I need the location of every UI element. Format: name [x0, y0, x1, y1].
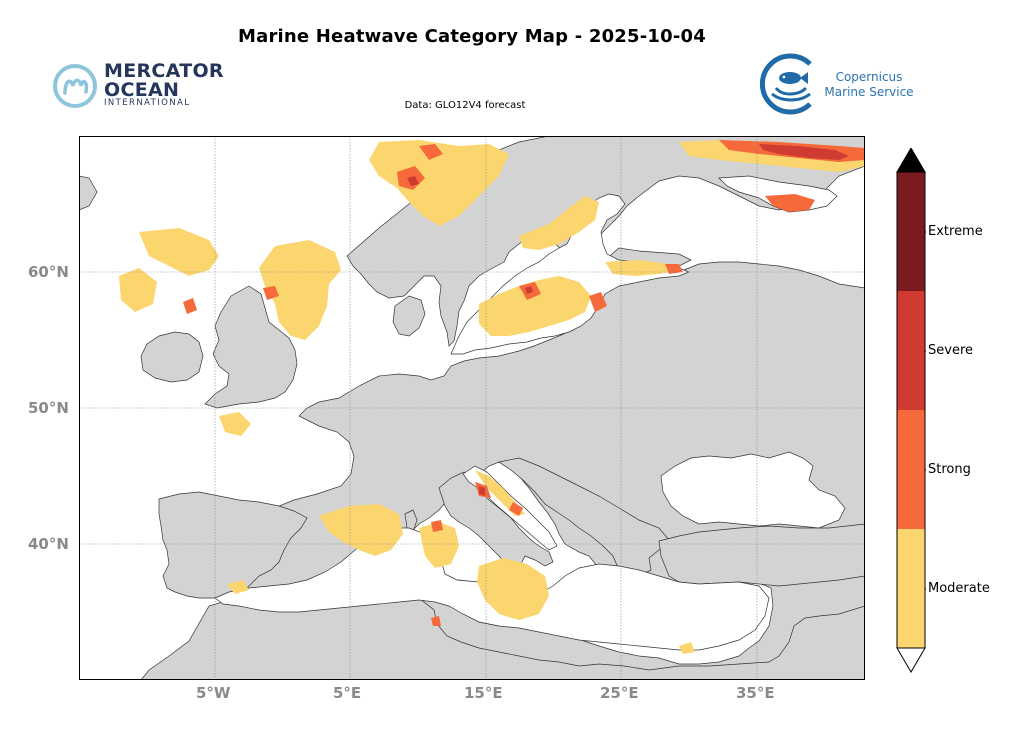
map-canvas	[78, 135, 866, 681]
mhw-moderate-ionian	[477, 558, 549, 620]
lon-tick-15e: 15°E	[464, 684, 503, 702]
mercator-wordmark: MERCATOR OCEAN	[104, 60, 224, 101]
lat-tick-40n: 40°N	[28, 535, 69, 553]
black-sea	[660, 451, 846, 529]
mhw-strong-north-sea	[263, 286, 279, 300]
mhw-moderate-norwegian-sea	[369, 140, 509, 226]
colorbar-label-moderate: Moderate	[928, 581, 990, 596]
mhw-strong-baltic-2	[589, 292, 607, 312]
mhw-strong-tyrrhenian	[431, 520, 443, 532]
mhw-moderate-bothnia	[519, 196, 599, 250]
mhw-moderate-tyrrhenian	[419, 522, 459, 568]
lat-tick-60n: 60°N	[28, 263, 69, 281]
mhw-strong-scotland	[183, 298, 197, 314]
mhw-strong-white-sea	[765, 194, 815, 212]
mercator-ocean-logo: MERCATOR OCEAN INTERNATIONAL	[52, 60, 224, 112]
mhw-moderate-west-med	[319, 504, 403, 556]
mhw-strong-gulf-finland	[665, 264, 683, 274]
data-source-caption: Data: GLO12V4 forecast	[404, 100, 526, 111]
copernicus-fish-icon	[759, 53, 812, 115]
map-frame	[79, 136, 865, 680]
colorbar	[896, 147, 928, 674]
lon-tick-5w: 5°W	[196, 684, 231, 702]
heatwave-map[interactable]	[78, 135, 866, 681]
colorbar-severe	[897, 291, 925, 410]
mhw-moderate-ireland-west	[119, 268, 157, 312]
mhw-strong-norwegian-2	[419, 144, 443, 160]
mhw-moderate-biscay	[219, 412, 251, 436]
colorbar-extreme	[897, 172, 925, 291]
mhw-strong-sicily-channel	[431, 616, 441, 626]
colorbar-moderate	[897, 529, 925, 648]
mhw-moderate-north-sea	[259, 240, 341, 340]
copernicus-marine-logo: Copernicus Marine Service	[758, 52, 928, 116]
colorbar-strong	[897, 410, 925, 529]
land-iberia	[158, 491, 308, 599]
colorbar-label-extreme: Extreme	[928, 224, 983, 239]
gridlines	[79, 136, 865, 680]
colorbar-label-strong: Strong	[928, 462, 971, 477]
land-corsica	[404, 509, 418, 533]
lat-tick-50n: 50°N	[28, 399, 69, 417]
mercator-sub-wordmark: INTERNATIONAL	[104, 98, 191, 108]
colorbar-extend-max	[896, 147, 926, 173]
colorbar-extend-min	[896, 647, 926, 673]
mhw-severe-barents	[759, 144, 849, 160]
map-title: Marine Heatwave Category Map - 2025-10-0…	[238, 26, 706, 47]
mhw-moderate-baltic	[479, 276, 591, 336]
mhw-moderate-alboran	[227, 580, 249, 594]
mhw-severe-norwegian	[407, 176, 419, 186]
mercator-logo-icon	[53, 64, 97, 108]
heatwave-moderate-areas	[119, 140, 865, 654]
colorbar-label-severe: Severe	[928, 343, 973, 358]
mhw-severe-adriatic	[479, 486, 485, 496]
mhw-strong-adriatic-2	[509, 502, 523, 516]
land-great-britain	[204, 285, 298, 409]
land-ireland	[140, 331, 204, 383]
lon-tick-25e: 25°E	[600, 684, 639, 702]
mhw-moderate-svalbard-coast	[679, 140, 865, 172]
lon-tick-35e: 35°E	[736, 684, 775, 702]
heatwave-severe-areas	[407, 144, 849, 496]
mhw-severe-baltic	[525, 286, 533, 294]
lon-tick-5e: 5°E	[333, 684, 362, 702]
copernicus-wordmark: Copernicus Marine Service	[824, 70, 914, 99]
mhw-moderate-north-atlantic	[139, 228, 219, 276]
land-denmark	[392, 295, 426, 337]
mhw-moderate-levant	[679, 642, 695, 654]
land-turkey	[658, 523, 866, 587]
